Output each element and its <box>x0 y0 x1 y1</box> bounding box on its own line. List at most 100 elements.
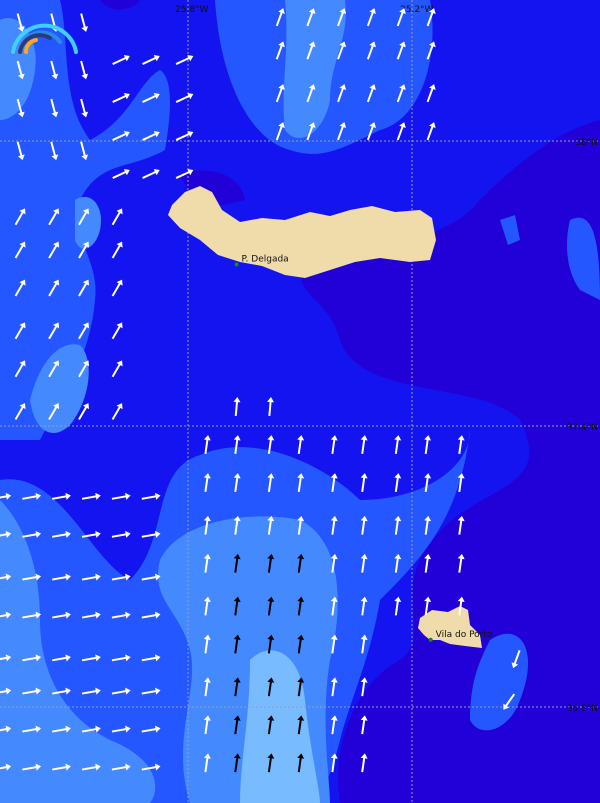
wind-arrow <box>111 611 131 619</box>
wind-arrow <box>275 122 285 141</box>
wind-arrow <box>52 611 71 619</box>
wind-arrow <box>366 41 376 60</box>
wind-arrow <box>48 241 60 259</box>
wind-arrow <box>111 654 131 662</box>
wind-arrow <box>112 130 130 141</box>
wind-arrow <box>141 763 161 771</box>
wind-arrow <box>360 677 368 697</box>
wind-arrow <box>457 435 465 455</box>
wind-arrow <box>142 54 160 65</box>
wind-arrow <box>50 98 59 118</box>
wind-arrow <box>366 8 376 27</box>
wind-arrow <box>203 596 211 616</box>
wind-arrow <box>78 403 89 421</box>
wind-arrow <box>0 611 12 619</box>
wind-arrow <box>233 715 241 735</box>
wind-arrow <box>81 725 101 733</box>
wind-arrow <box>330 715 338 735</box>
wind-arrow <box>22 687 42 695</box>
wind-arrow <box>426 122 436 141</box>
wind-arrow <box>111 403 123 421</box>
wind-arrow <box>141 611 161 619</box>
wind-arrow <box>233 596 241 616</box>
wind-arrow <box>203 553 211 573</box>
wind-arrows <box>0 8 521 773</box>
wind-arrow <box>297 553 305 573</box>
wind-arrow <box>81 687 101 695</box>
wind-arrow <box>48 403 60 421</box>
wind-arrow <box>52 654 71 662</box>
wind-arrow <box>141 573 161 581</box>
places: P. Delgada Vila do Porto <box>234 255 493 642</box>
wind-arrow <box>142 168 160 179</box>
lat-label: 36.8°N <box>567 704 598 714</box>
wind-arrow <box>394 596 402 616</box>
wind-arrow <box>203 515 211 535</box>
wind-arrow <box>457 473 465 493</box>
wind-arrow <box>81 530 101 538</box>
wind-arrow <box>0 573 12 581</box>
island-sao-miguel <box>168 186 436 278</box>
wind-arrow <box>337 41 347 60</box>
wind-arrow <box>330 515 338 535</box>
wind-arrow <box>0 530 12 538</box>
wind-arrow <box>394 435 402 455</box>
wind-arrow <box>457 515 465 535</box>
wind-arrow <box>424 553 432 573</box>
wind-arrow <box>80 98 89 118</box>
wind-arrow <box>52 763 71 771</box>
wind-arrow <box>297 596 305 616</box>
town-marker <box>234 262 239 267</box>
wind-arrow <box>297 634 305 654</box>
wind-arrow <box>267 515 275 535</box>
wind-arrow <box>141 654 161 662</box>
wind-arrow <box>297 715 305 735</box>
wind-arrow <box>233 677 241 697</box>
wind-arrow <box>111 763 131 771</box>
wind-arrow <box>52 573 71 581</box>
wind-arrow <box>297 515 305 535</box>
wind-arrow <box>112 54 130 65</box>
wind-arrow <box>175 92 194 103</box>
wind-arrow <box>14 360 26 378</box>
wind-arrow <box>306 8 316 27</box>
wind-arrow <box>396 41 406 60</box>
wind-arrow <box>360 435 368 455</box>
wind-arrow <box>267 596 275 616</box>
wind-arrow <box>111 573 131 581</box>
wind-arrow <box>275 8 285 27</box>
wind-arrow <box>141 687 161 695</box>
wind-arrow <box>111 279 123 297</box>
wind-arrow <box>141 725 161 733</box>
wind-arrow <box>396 84 406 103</box>
wind-arrow <box>366 122 376 141</box>
wind-arrow <box>48 360 60 378</box>
wind-arrow <box>360 753 368 773</box>
wind-arrow <box>80 60 89 80</box>
wind-arrow <box>394 553 402 573</box>
wind-arrow <box>111 492 131 500</box>
wind-arrow <box>111 530 131 538</box>
wind-arrow <box>396 122 406 141</box>
wind-arrow <box>503 693 516 710</box>
wind-arrow <box>52 530 71 538</box>
wind-arrow <box>330 473 338 493</box>
wind-arrow <box>111 322 123 340</box>
wind-arrow <box>50 60 59 80</box>
wind-arrow <box>330 596 338 616</box>
wind-arrow <box>297 435 305 455</box>
wind-arrow <box>360 473 368 493</box>
wind-arrow <box>330 553 338 573</box>
wind-arrow <box>233 634 241 654</box>
wind-arrow <box>80 13 89 32</box>
wind-arrow <box>360 715 368 735</box>
wind-arrow <box>175 54 194 65</box>
wind-arrow <box>141 530 161 538</box>
wind-arrow <box>203 435 211 455</box>
logo-icon <box>11 23 78 54</box>
wind-arrow <box>175 130 194 141</box>
wind-arrow <box>275 41 285 60</box>
town-marker <box>428 637 433 642</box>
